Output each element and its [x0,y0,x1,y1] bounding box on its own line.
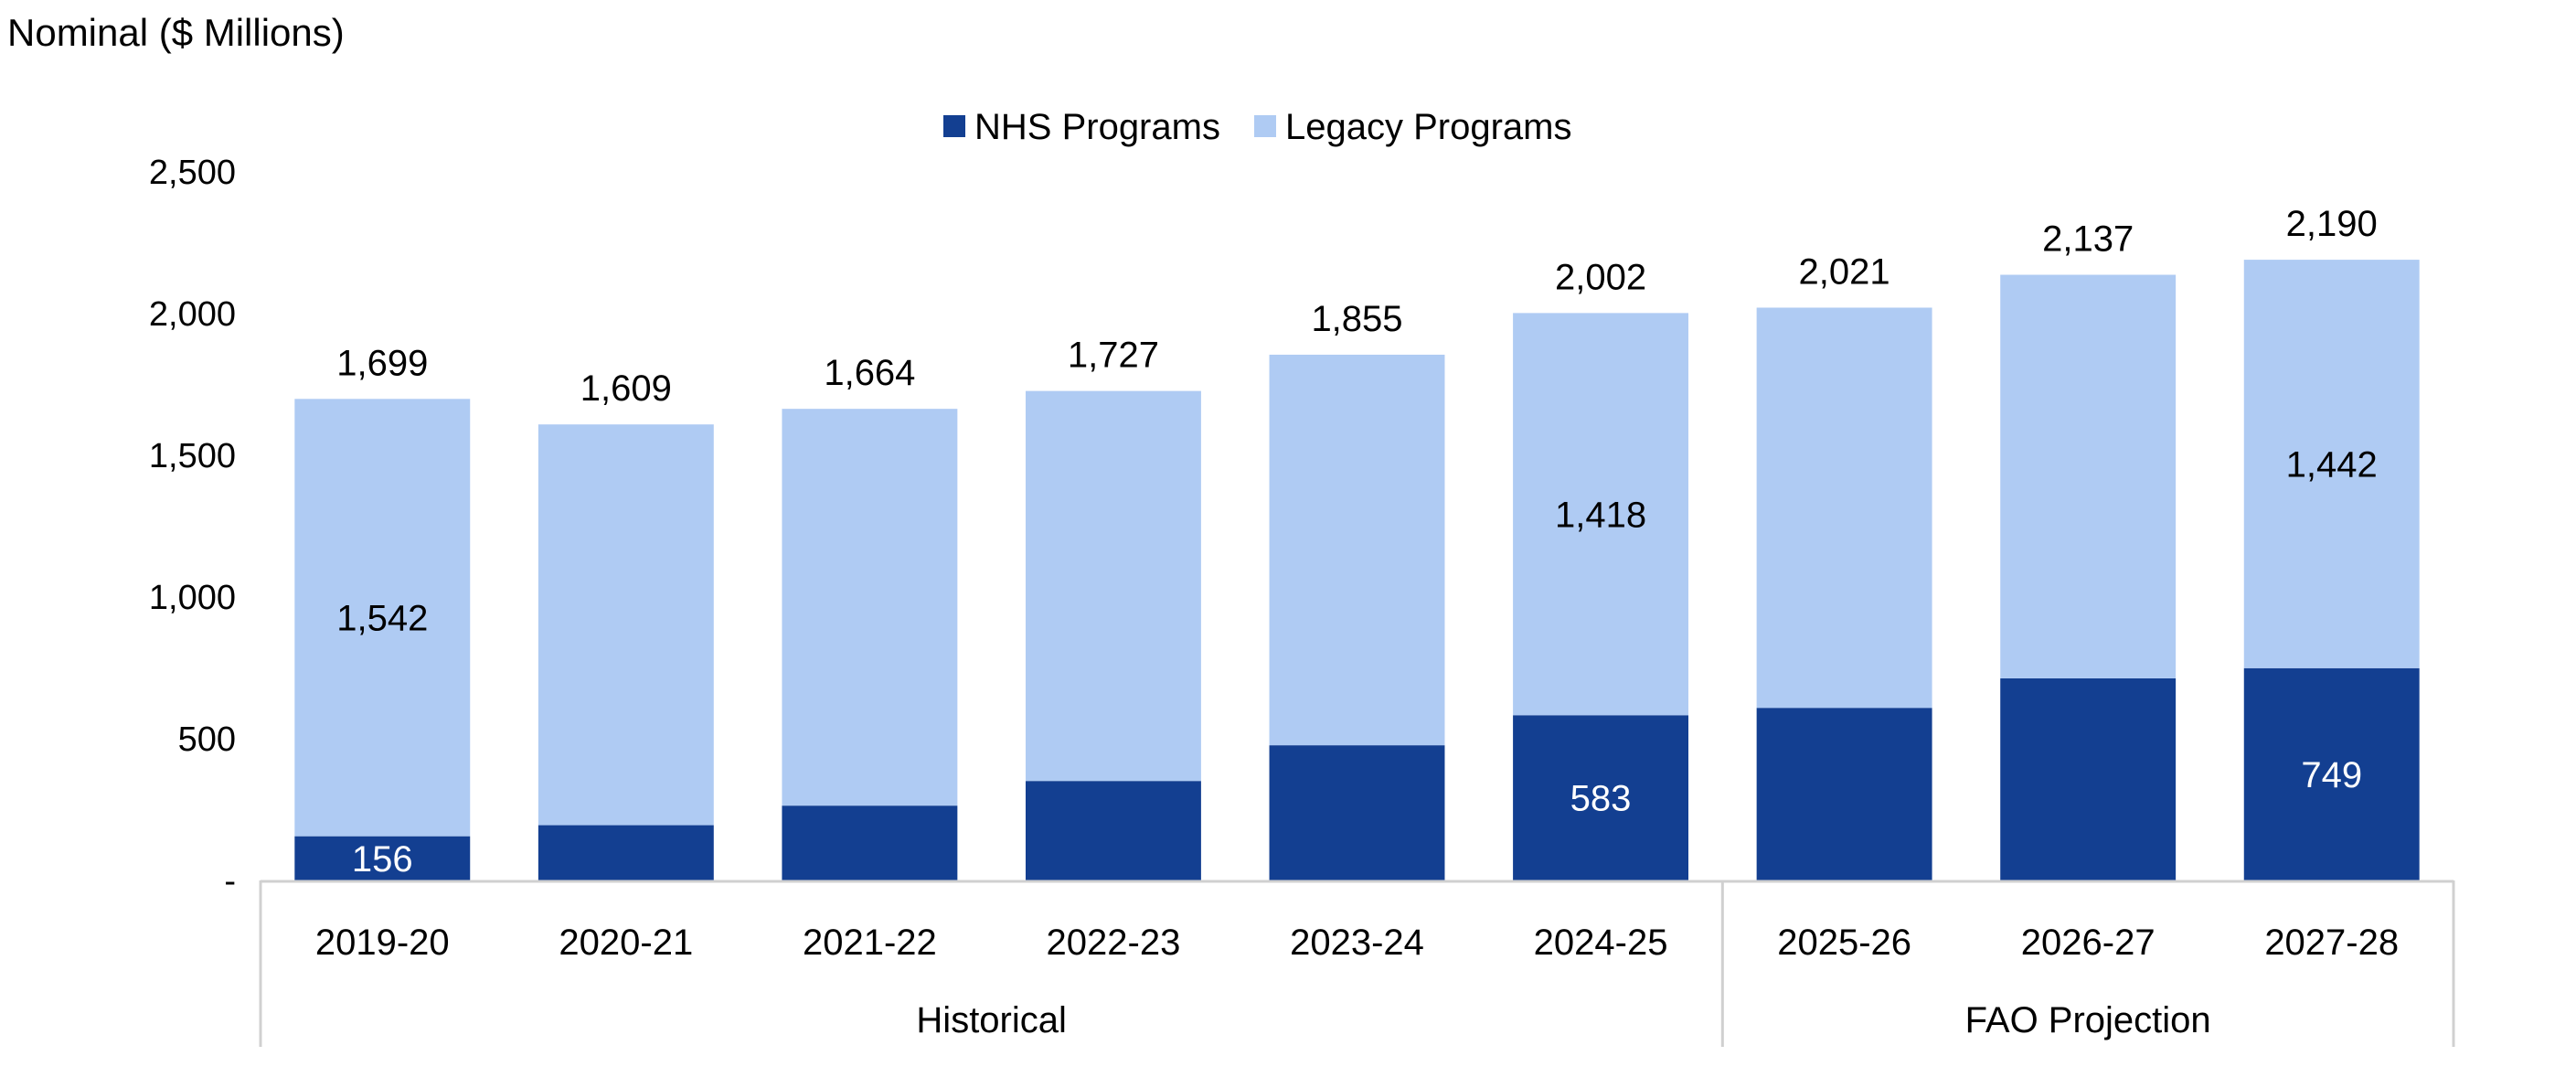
x-tick-label: 2022-23 [1047,923,1181,963]
bar-segment [294,836,471,880]
bar-segment [2000,677,2177,880]
y-axis: - 500 1,000 1,500 2,000 2,500 [149,154,236,901]
bar-segment [538,424,714,826]
bar-segment [782,409,958,806]
bars: 156 1,542 1,699 1,609 1,664 1,727 1,855 583 1,41… [294,204,2420,880]
y-tick-label: 1,000 [149,579,236,617]
total-label: 1,727 [1068,336,1159,376]
legend-label: Legacy Programs [1285,107,1571,147]
data-label: 1,442 [2286,444,2378,485]
bar-segment [1269,354,1445,746]
x-tick-label: 2023-24 [1290,923,1424,963]
bar-segment [294,399,471,837]
legend-label: NHS Programs [974,107,1220,147]
bar-segment [1513,715,1689,880]
y-tick-label: 500 [178,720,236,759]
bar-segment [782,805,958,880]
legend-swatch [1254,115,1276,137]
bar-segment [1756,307,1932,709]
x-tick-label: 2025-26 [1777,923,1911,963]
bar-segment [1756,708,1932,880]
total-label: 1,699 [336,343,428,383]
y-axis-title: Nominal ($ Millions) [7,11,345,54]
bar-segment [2243,667,2420,880]
total-label: 1,609 [580,368,672,409]
x-axis: 2019-20 2020-21 2021-22 2022-23 2023-24 2024-… [259,880,2455,1047]
total-label: 1,855 [1311,299,1402,339]
bar-segment [1025,781,1201,880]
bar-segment [538,825,714,880]
bar-segment [1025,390,1201,782]
y-tick-label: 2,000 [149,295,236,334]
y-tick-label: - [224,862,236,901]
x-tick-label: 2021-22 [803,923,937,963]
legend: NHS Programs Legacy Programs [943,107,1571,147]
group-label: Historical [916,1000,1066,1040]
legend-swatch [943,115,965,137]
x-tick-label: 2019-20 [315,923,450,963]
data-label: 1,542 [336,598,428,638]
x-tick-label: 2026-27 [2021,923,2156,963]
bar-segment [2000,274,2177,678]
y-tick-label: 2,500 [149,154,236,192]
data-label: 749 [2301,755,2362,795]
data-label: 583 [1570,779,1632,819]
group-label: FAO Projection [1965,1000,2211,1040]
total-label: 2,021 [1799,251,1890,292]
x-tick-label: 2020-21 [559,923,693,963]
total-label: 2,137 [2042,219,2134,260]
bar-segment [1513,313,1689,716]
y-tick-label: 1,500 [149,437,236,475]
total-label: 2,002 [1555,257,1646,297]
bar-segment [1269,745,1445,880]
bar-segment [2243,260,2420,668]
data-label: 156 [352,839,413,880]
x-tick-label: 2024-25 [1534,923,1668,963]
x-tick-label: 2027-28 [2264,923,2399,963]
data-label: 1,418 [1555,495,1646,535]
total-label: 2,190 [2286,204,2378,244]
total-label: 1,664 [824,353,915,393]
